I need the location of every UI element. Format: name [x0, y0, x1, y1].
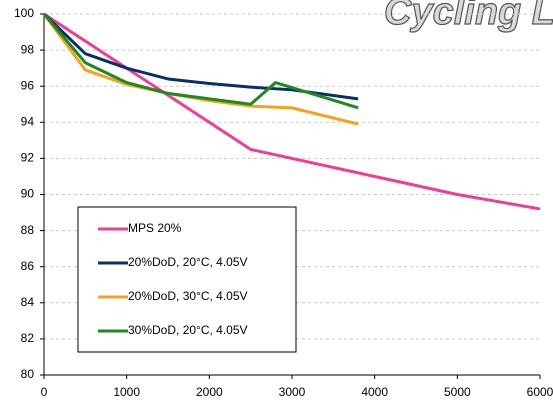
- y-tick-label: 100: [14, 6, 34, 20]
- legend-label: 30%DoD, 20°C, 4.05V: [128, 323, 248, 337]
- y-tick-label: 90: [21, 187, 35, 201]
- x-tick-label: 4000: [361, 385, 388, 399]
- x-tick-label: 1000: [113, 385, 140, 399]
- x-tick-label: 0: [41, 385, 48, 399]
- x-tick-label: 2000: [196, 385, 223, 399]
- legend-label: MPS 20%: [128, 221, 182, 235]
- y-tick-label: 96: [21, 78, 35, 92]
- legend-label: 20%DoD, 20°C, 4.05V: [128, 255, 248, 269]
- series-line: [42, 12, 359, 101]
- chart-title: Cycling L: [384, 0, 553, 33]
- y-tick-label: 86: [21, 259, 35, 273]
- legend-box: [77, 206, 297, 353]
- x-tick-label: 6000: [527, 385, 553, 399]
- series-line: [42, 13, 359, 126]
- y-tick-label: 88: [21, 223, 35, 237]
- y-tick-label: 94: [21, 114, 35, 128]
- series-line: [42, 13, 359, 110]
- y-tick-label: 92: [21, 151, 35, 165]
- y-tick-label: 98: [21, 42, 35, 56]
- x-tick-label: 5000: [444, 385, 471, 399]
- series-line: [43, 12, 541, 211]
- y-tick-label: 80: [21, 367, 35, 381]
- x-tick-label: 3000: [279, 385, 306, 399]
- legend-label: 20%DoD, 30°C, 4.05V: [128, 289, 248, 303]
- y-tick-label: 82: [21, 331, 35, 345]
- y-tick-label: 84: [21, 295, 35, 309]
